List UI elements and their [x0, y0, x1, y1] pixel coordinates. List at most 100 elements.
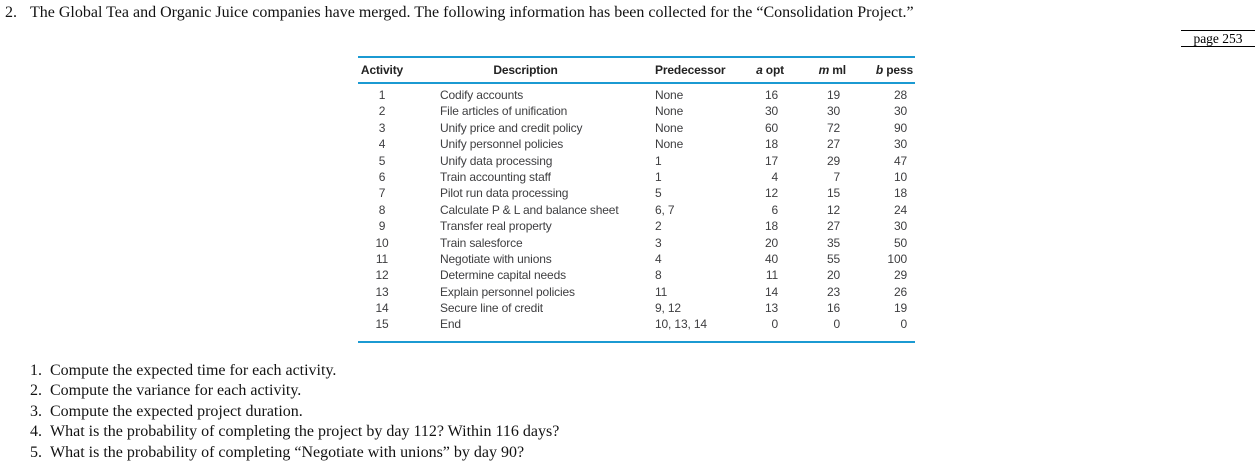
header-a-label: opt — [765, 63, 784, 77]
header-a-opt: a opt — [745, 63, 786, 77]
cell-a-opt: 18 — [764, 219, 778, 234]
cell-description: Secure line of credit — [440, 301, 543, 316]
page-reference-link[interactable]: page 253 — [1181, 30, 1255, 47]
problem-statement: 2. The Global Tea and Organic Juice comp… — [5, 3, 914, 22]
cell-description: Codify accounts — [440, 88, 524, 102]
question-text: Compute the expected time for each activ… — [50, 362, 337, 379]
cell-a-opt: 16 — [764, 88, 778, 102]
cell-predecessor: 8 — [655, 268, 662, 283]
header-b-symbol: b — [875, 63, 884, 77]
cell-a-opt: 6 — [771, 202, 778, 217]
cell-predecessor: 6, 7 — [655, 202, 675, 217]
cell-m-ml: 30 — [826, 104, 840, 119]
cell-m-ml: 55 — [826, 251, 840, 266]
cell-a-opt: 4 — [771, 169, 778, 184]
table-row: 4 Unify personnel policies None 18 27 30 — [358, 136, 915, 152]
header-activity: Activity — [360, 63, 404, 77]
cell-predecessor: None — [655, 120, 684, 135]
header-b-label: pess — [886, 63, 913, 77]
activity-table: Activity Description Predecessor a opt m… — [358, 56, 915, 343]
cell-b-pess: 24 — [893, 202, 907, 217]
question-text: What is the probability of completing th… — [50, 423, 560, 441]
cell-a-opt: 18 — [764, 137, 778, 152]
table-body: 1 Codify accounts None 16 19 28 2 File a… — [358, 84, 915, 343]
cell-activity: 12 — [375, 268, 389, 283]
cell-activity: 6 — [378, 169, 386, 184]
cell-m-ml: 23 — [826, 284, 840, 299]
cell-description: Determine capital needs — [440, 268, 566, 283]
cell-predecessor: None — [655, 88, 684, 102]
table-header-row: Activity Description Predecessor a opt m… — [358, 56, 915, 84]
table-row: 7 Pilot run data processing 5 12 15 18 — [358, 185, 915, 201]
problem-number: 2. — [5, 4, 17, 21]
table-row: 13 Explain personnel policies 11 14 23 2… — [358, 284, 915, 300]
table-row: 2 File articles of unification None 30 3… — [358, 103, 915, 119]
cell-predecessor: 9, 12 — [655, 301, 681, 316]
cell-a-opt: 30 — [764, 104, 778, 119]
cell-m-ml: 20 — [826, 268, 840, 283]
cell-b-pess: 30 — [893, 137, 907, 152]
cell-description: End — [440, 317, 461, 332]
question-item: 4. What is the probability of completing… — [30, 422, 559, 442]
cell-description: Explain personnel policies — [440, 284, 575, 299]
header-predecessor: Predecessor — [655, 63, 726, 77]
cell-predecessor: 5 — [655, 186, 662, 201]
table-row: 6 Train accounting staff 1 4 7 10 — [358, 169, 915, 185]
cell-a-opt: 17 — [764, 153, 778, 168]
cell-activity: 3 — [378, 120, 386, 135]
cell-m-ml: 0 — [833, 317, 840, 332]
cell-predecessor: 11 — [655, 284, 668, 299]
question-item: 5. What is the probability of completing… — [30, 443, 559, 463]
cell-b-pess: 47 — [893, 153, 907, 168]
cell-activity: 15 — [375, 317, 389, 332]
cell-description: Pilot run data processing — [440, 186, 569, 201]
cell-a-opt: 0 — [771, 317, 778, 332]
cell-predecessor: 1 — [655, 153, 662, 168]
cell-predecessor: 10, 13, 14 — [655, 317, 707, 332]
question-number: 3. — [30, 402, 42, 420]
cell-m-ml: 35 — [826, 235, 840, 250]
cell-activity: 13 — [375, 284, 389, 299]
header-m-label: ml — [832, 63, 846, 77]
table-row: 3 Unify price and credit policy None 60 … — [358, 120, 915, 136]
problem-text: The Global Tea and Organic Juice compani… — [30, 4, 914, 21]
table-row: 14 Secure line of credit 9, 12 13 16 19 — [358, 300, 915, 316]
cell-predecessor: 1 — [655, 169, 662, 184]
cell-activity: 11 — [375, 251, 389, 266]
table-row: 1 Codify accounts None 16 19 28 — [358, 87, 915, 103]
cell-m-ml: 16 — [826, 301, 840, 316]
cell-description: Train salesforce — [440, 235, 523, 250]
question-text: Compute the expected project duration. — [50, 402, 303, 420]
question-item: 1. Compute the expected time for each ac… — [30, 361, 559, 381]
question-number: 4. — [30, 423, 42, 441]
cell-m-ml: 29 — [826, 153, 840, 168]
cell-m-ml: 12 — [826, 202, 840, 217]
question-item: 2. Compute the variance for each activit… — [30, 381, 559, 401]
cell-predecessor: None — [655, 104, 684, 119]
header-b-pess: b pess — [848, 63, 915, 77]
cell-predecessor: None — [655, 137, 684, 152]
cell-b-pess: 26 — [893, 284, 907, 299]
header-a-symbol: a — [756, 63, 763, 77]
cell-activity: 2 — [378, 104, 386, 119]
table-row: 15 End 10, 13, 14 0 0 0 — [358, 316, 915, 332]
question-number: 2. — [30, 382, 42, 400]
table-row: 10 Train salesforce 3 20 35 50 — [358, 235, 915, 251]
cell-description: File articles of unification — [440, 104, 568, 119]
cell-description: Transfer real property — [440, 219, 552, 234]
cell-b-pess: 90 — [893, 120, 907, 135]
cell-activity: 4 — [378, 137, 386, 152]
table-row: 11 Negotiate with unions 4 40 55 100 — [358, 251, 915, 267]
cell-a-opt: 11 — [765, 268, 778, 283]
cell-b-pess: 18 — [893, 186, 907, 201]
cell-b-pess: 19 — [893, 301, 907, 316]
cell-b-pess: 30 — [893, 104, 907, 119]
cell-activity: 9 — [378, 219, 386, 234]
cell-m-ml: 19 — [826, 88, 840, 102]
cell-description: Train accounting staff — [440, 169, 551, 184]
cell-activity: 14 — [375, 301, 389, 316]
cell-activity: 5 — [378, 153, 386, 168]
cell-b-pess: 30 — [893, 219, 907, 234]
cell-b-pess: 50 — [893, 235, 907, 250]
table-row: 8 Calculate P & L and balance sheet 6, 7… — [358, 202, 915, 218]
